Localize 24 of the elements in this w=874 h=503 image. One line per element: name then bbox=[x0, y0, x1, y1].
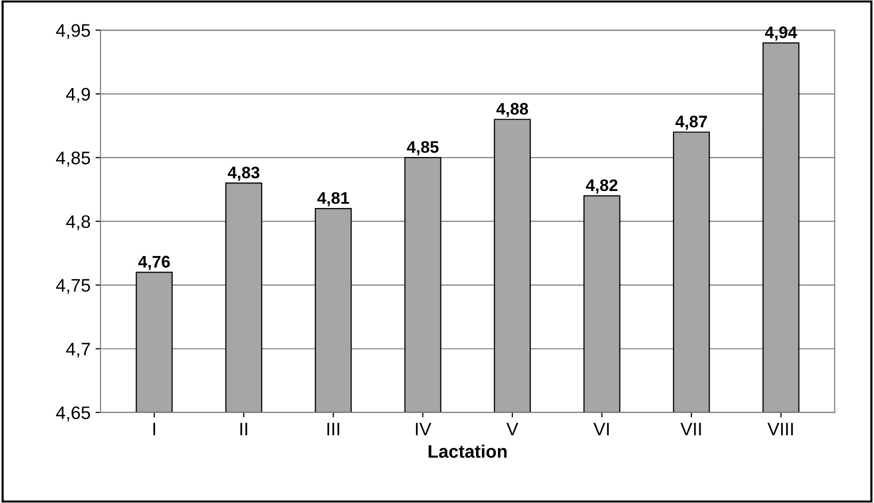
data-label: 4,76 bbox=[138, 256, 170, 270]
x-tick-label: IV bbox=[416, 422, 432, 436]
x-tick-label: III bbox=[327, 422, 340, 436]
data-label: 4,85 bbox=[406, 141, 439, 156]
data-label: 4,81 bbox=[317, 192, 350, 206]
y-tick-label: 4,85 bbox=[56, 152, 90, 166]
x-tick-label: II bbox=[240, 422, 248, 436]
y-tick-label: 4,65 bbox=[56, 406, 90, 422]
y-tick-label: 4,7 bbox=[66, 342, 90, 358]
y-tick-label: 4,9 bbox=[66, 88, 90, 103]
x-axis-title: Lactation bbox=[428, 444, 507, 458]
data-label: 4,88 bbox=[496, 102, 528, 118]
data-label: 4,82 bbox=[586, 179, 618, 194]
data-label: 4,83 bbox=[228, 166, 260, 181]
y-tick-label: 4,8 bbox=[66, 215, 90, 230]
y-tick-label: 4,95 bbox=[56, 24, 90, 40]
x-tick-label: I bbox=[153, 422, 156, 436]
x-tick-label: VI bbox=[593, 422, 609, 436]
x-tick-label: VIII bbox=[767, 422, 793, 436]
x-tick-label: V bbox=[506, 422, 518, 436]
y-tick-label: 4,75 bbox=[56, 279, 90, 294]
data-label: 4,87 bbox=[675, 116, 707, 130]
data-label: 4,94 bbox=[764, 26, 798, 41]
x-tick-label: VII bbox=[680, 422, 701, 436]
